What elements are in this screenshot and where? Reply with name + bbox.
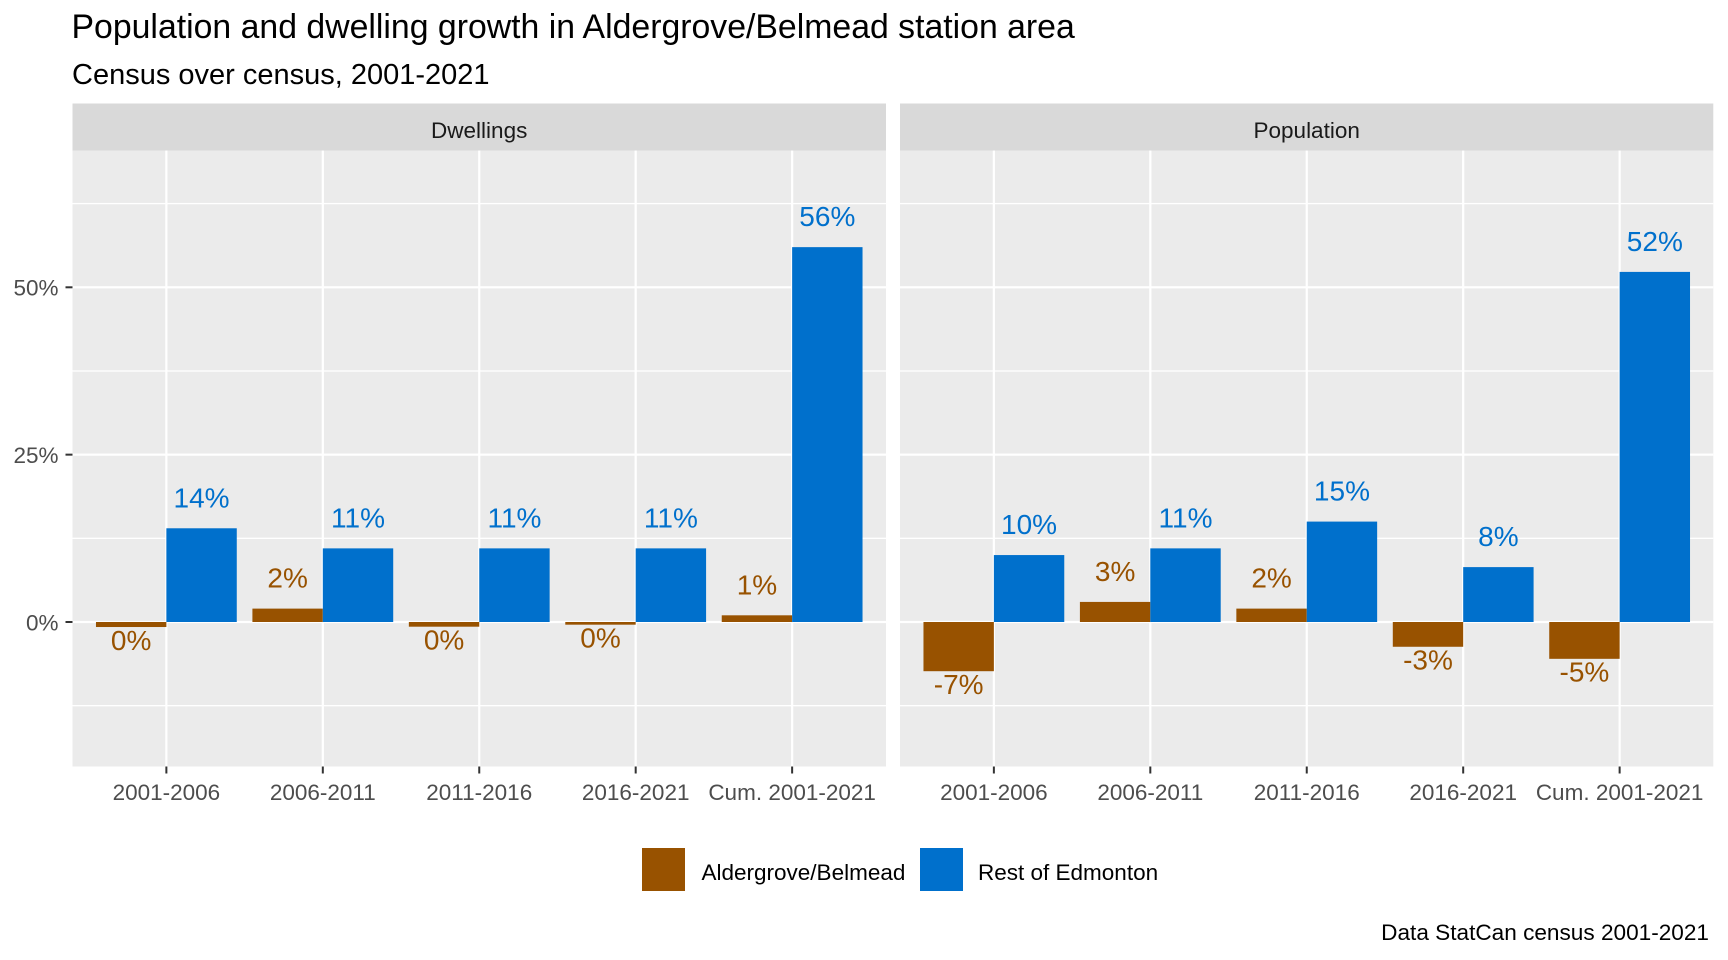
svg-text:3%: 3% [1095,556,1135,587]
svg-text:Rest of Edmonton: Rest of Edmonton [978,860,1158,885]
svg-text:10%: 10% [1001,509,1057,540]
svg-text:15%: 15% [1314,476,1370,507]
svg-text:2%: 2% [267,563,307,594]
svg-text:0%: 0% [111,625,151,656]
svg-text:11%: 11% [331,502,385,533]
svg-text:Dwellings: Dwellings [431,118,527,143]
svg-text:2011-2016: 2011-2016 [1254,780,1360,805]
svg-text:Cum. 2001-2021: Cum. 2001-2021 [1536,780,1704,805]
svg-text:2%: 2% [1251,563,1291,594]
svg-text:2016-2021: 2016-2021 [1409,780,1517,805]
svg-text:Population: Population [1254,118,1360,143]
svg-text:11%: 11% [487,502,541,533]
svg-text:11%: 11% [644,502,698,533]
svg-text:0%: 0% [424,624,464,655]
svg-text:11%: 11% [1159,502,1213,533]
svg-text:2011-2016: 2011-2016 [426,780,532,805]
svg-text:56%: 56% [799,201,855,232]
svg-text:2001-2006: 2001-2006 [113,780,221,805]
svg-text:14%: 14% [174,482,230,513]
svg-text:-5%: -5% [1560,657,1610,688]
svg-text:8%: 8% [1478,521,1518,552]
svg-text:-3%: -3% [1403,645,1453,676]
svg-text:2016-2021: 2016-2021 [582,780,690,805]
svg-text:Population and dwelling growth: Population and dwelling growth in Alderg… [72,8,1075,46]
svg-text:50%: 50% [13,276,58,301]
svg-text:Aldergrove/Belmead: Aldergrove/Belmead [702,860,906,885]
svg-text:-7%: -7% [934,669,984,700]
svg-text:1%: 1% [737,569,777,600]
svg-text:Data StatCan census 2001-2021: Data StatCan census 2001-2021 [1381,920,1709,945]
svg-text:Census over census, 2001-2021: Census over census, 2001-2021 [72,59,490,91]
svg-text:0%: 0% [26,610,59,635]
svg-text:0%: 0% [580,622,620,653]
svg-text:52%: 52% [1627,226,1683,257]
svg-text:2006-2011: 2006-2011 [270,780,376,805]
svg-text:2001-2006: 2001-2006 [940,780,1048,805]
svg-text:2006-2011: 2006-2011 [1097,780,1203,805]
svg-text:Cum. 2001-2021: Cum. 2001-2021 [708,780,876,805]
svg-text:25%: 25% [13,443,58,468]
